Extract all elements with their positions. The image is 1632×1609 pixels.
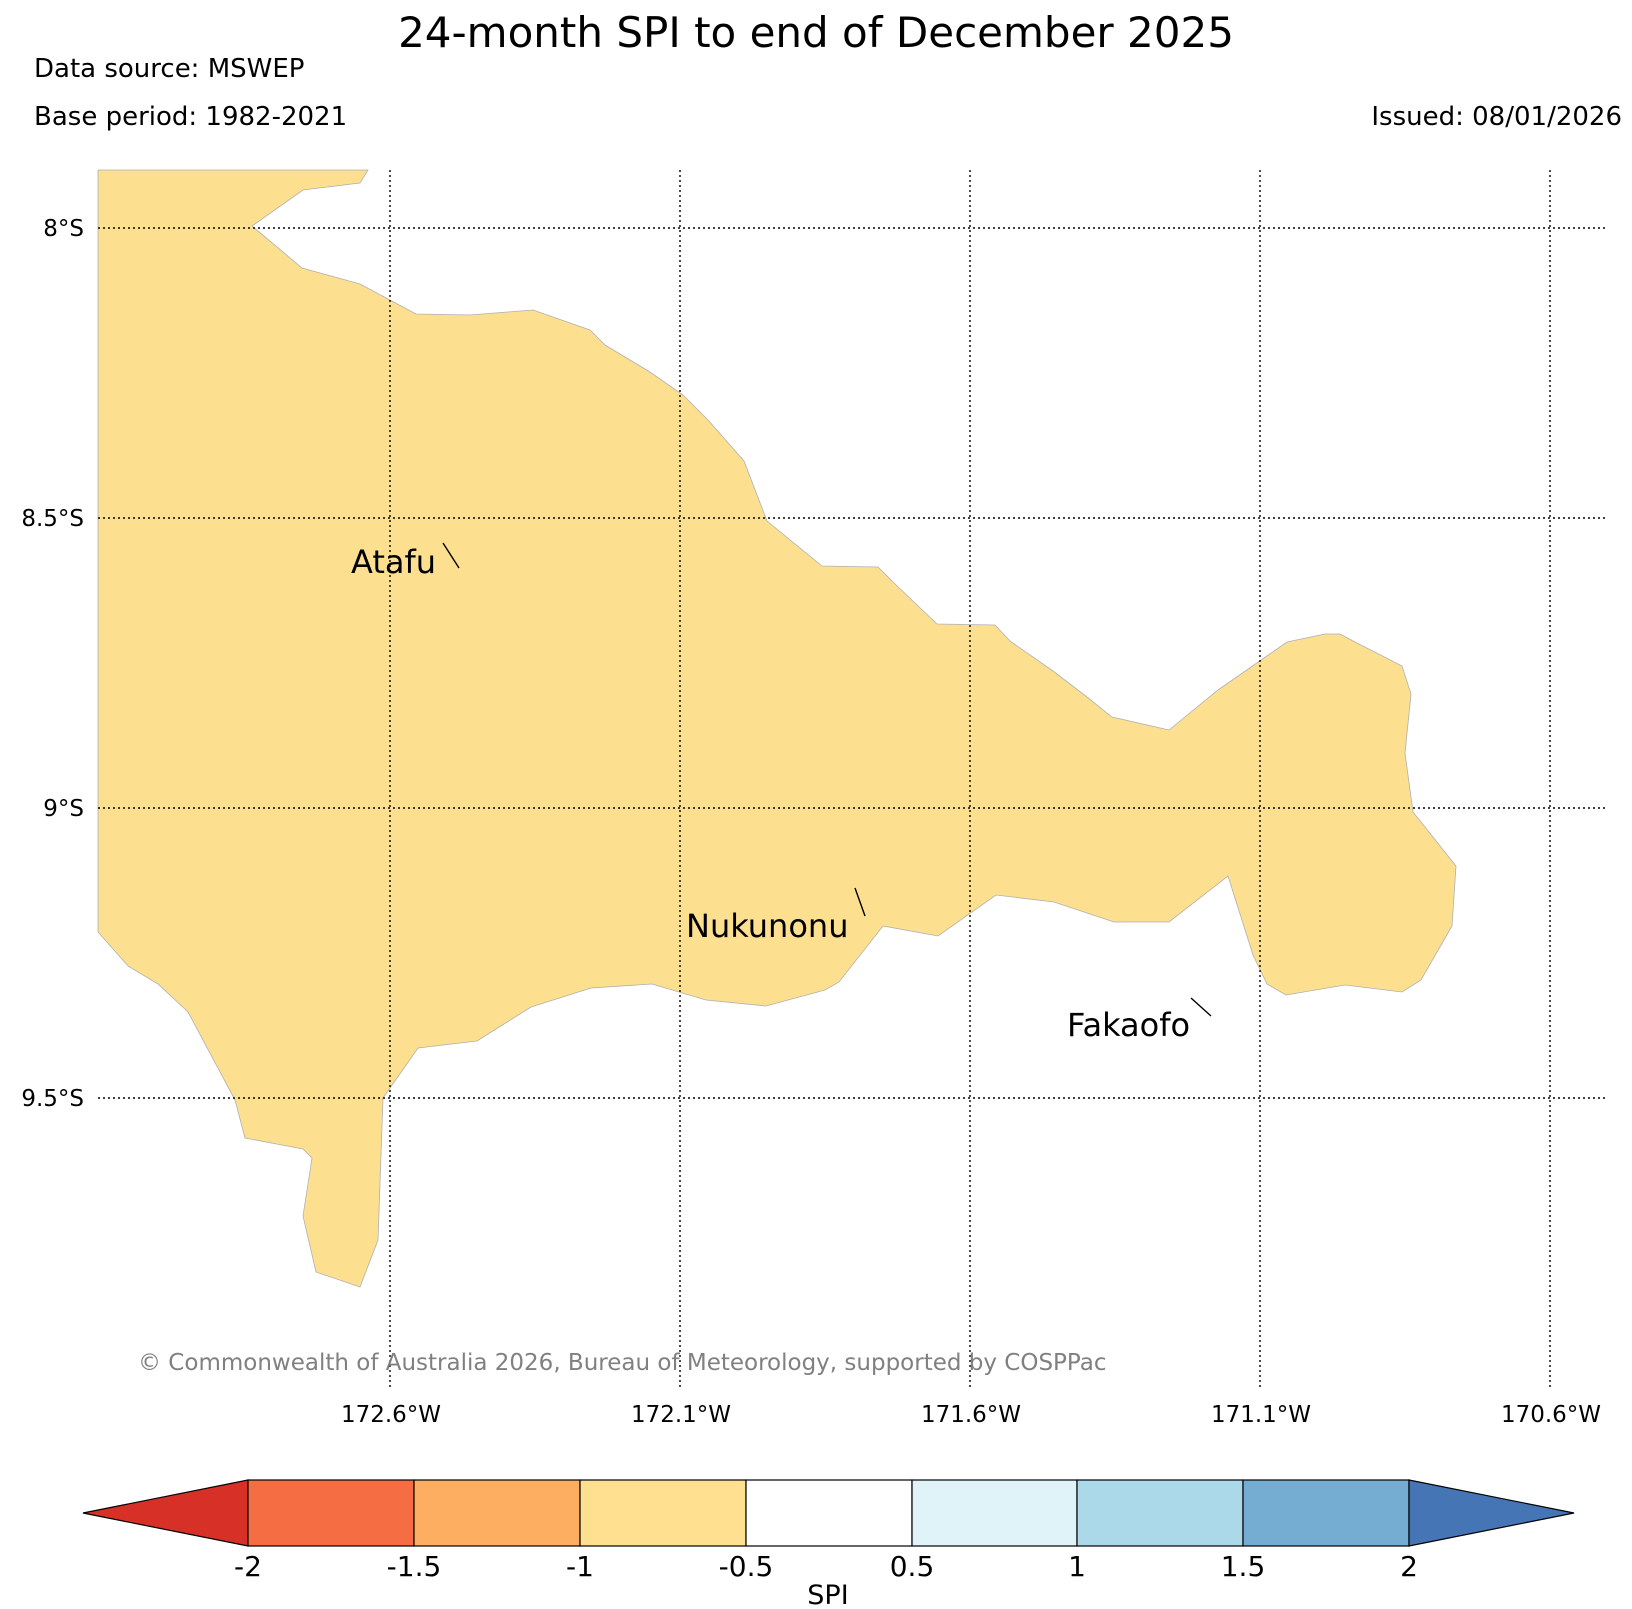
colorbar-tick-label: -2: [234, 1550, 262, 1583]
place-label-fakaofo: Fakaofo: [1067, 1006, 1190, 1044]
nukunonu-leader-line: [854, 887, 866, 917]
colorbar-tick-label: 2: [1400, 1550, 1418, 1583]
colorbar-segment: [1076, 1479, 1244, 1547]
issued-date-label: Issued: 08/01/2026: [1371, 102, 1622, 132]
lat-label: 8°S: [43, 216, 84, 242]
atafu-leader-line: [442, 542, 460, 569]
data-source-label: Data source: MSWEP: [34, 54, 305, 84]
colorbar-segment: [911, 1479, 1078, 1547]
colorbar-segment: [745, 1479, 913, 1547]
spi-region-polygon: [97, 169, 1457, 1288]
colorbar-low-extend: [82, 1479, 249, 1547]
copyright-notice: © Commonwealth of Australia 2026, Bureau…: [138, 1350, 1107, 1376]
lon-label: 171.6°W: [921, 1402, 1021, 1428]
colorbar-high-extend: [1408, 1479, 1575, 1547]
colorbar-axis-label: SPI: [807, 1580, 848, 1609]
colorbar-tick-label: 0.5: [890, 1550, 935, 1583]
lon-label: 172.6°W: [341, 1402, 441, 1428]
colorbar-segment: [413, 1479, 581, 1547]
map-title: 24-month SPI to end of December 2025: [398, 8, 1234, 57]
place-label-nukunonu: Nukunonu: [686, 907, 848, 945]
colorbar-segment: [579, 1479, 747, 1547]
fakaofo-leader-line: [1190, 997, 1212, 1017]
colorbar-tick-label: 1: [1068, 1550, 1086, 1583]
colorbar-tick-label: -0.5: [719, 1550, 774, 1583]
lon-label: 170.6°W: [1501, 1402, 1601, 1428]
place-label-atafu: Atafu: [351, 543, 436, 581]
colorbar-tick-label: -1.5: [387, 1550, 442, 1583]
lat-label: 8.5°S: [21, 506, 84, 532]
lat-label: 9°S: [43, 796, 84, 822]
base-period-label: Base period: 1982-2021: [34, 102, 348, 132]
graticule: [98, 170, 1608, 1390]
colorbar-tick-label: 1.5: [1221, 1550, 1266, 1583]
colorbar-segment: [1242, 1479, 1410, 1547]
colorbar-segment: [247, 1479, 415, 1547]
colorbar: [82, 1479, 1575, 1547]
lat-label: 9.5°S: [21, 1086, 84, 1112]
lon-label: 172.1°W: [631, 1402, 731, 1428]
lon-label: 171.1°W: [1211, 1402, 1311, 1428]
colorbar-tick-label: -1: [566, 1550, 594, 1583]
